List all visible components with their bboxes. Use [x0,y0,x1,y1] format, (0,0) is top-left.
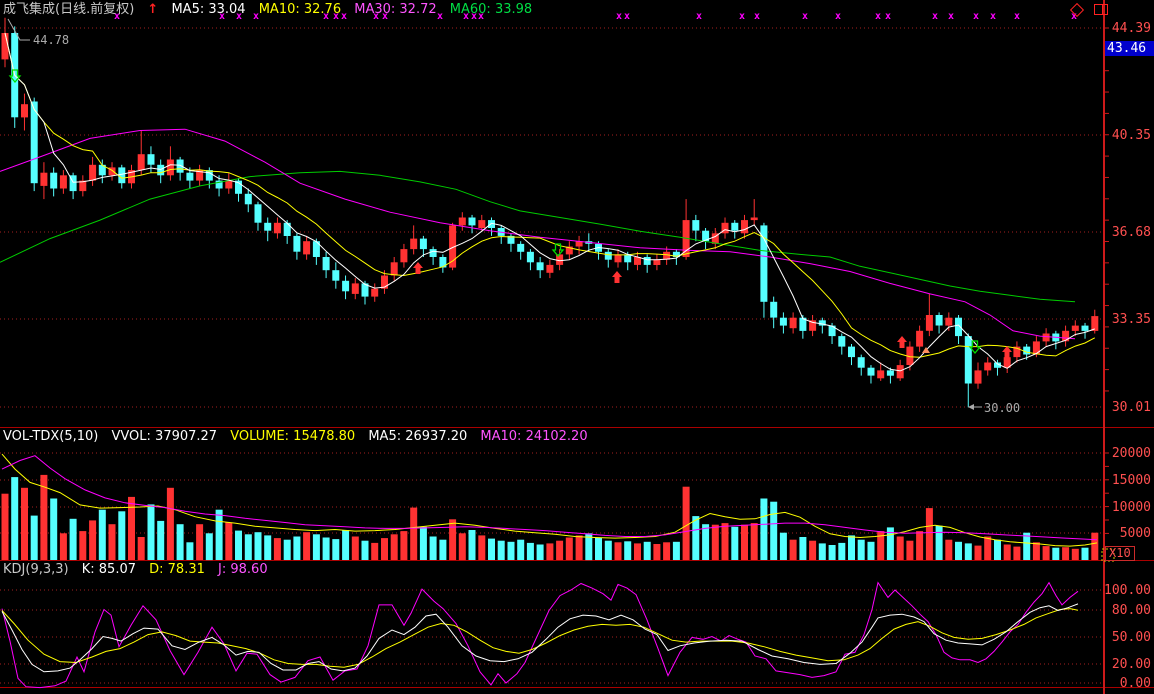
kdj-k-value: K: 85.07 [81,562,136,577]
price-up-arrow-icon: ↑ [147,2,159,17]
ma-lines [0,32,1096,372]
svg-text:x: x [932,11,938,22]
svg-text:15000: 15000 [1112,473,1151,488]
svg-text:5000: 5000 [1120,526,1151,541]
svg-text:36.68: 36.68 [1112,225,1151,240]
svg-text:x: x [948,11,954,22]
svg-text:0.00: 0.00 [1120,676,1151,691]
kdj-pane-header: KDJ(9,3,3) K: 85.07 D: 78.31 J: 98.60 [3,562,277,577]
svg-text:30.01: 30.01 [1112,400,1151,415]
volume-bars [1,474,1099,561]
current-price-tag: 43.46 [1105,41,1154,56]
candlesticks [1,17,1099,408]
ma60-value: MA60: 33.98 [449,2,533,17]
svg-text:x: x [478,11,484,22]
svg-text:x: x [616,11,622,22]
svg-text:x: x [802,11,808,22]
svg-text:x: x [739,11,745,22]
stock-title: 成飞集成(日线.前复权) [3,2,135,17]
volume-value: VOLUME: 15478.80 [230,429,356,444]
axis-labels: 44.39 40.35 36.68 33.35 30.01 20000 15000 10000… [1104,21,1151,691]
volume-ma-lines [1,453,1098,547]
vol-ma10-value: MA10: 24102.20 [480,429,588,444]
svg-text:x: x [323,11,329,22]
svg-text:x: x [973,11,979,22]
svg-text:x: x [875,11,881,22]
svg-text:10000: 10000 [1112,500,1151,515]
kdj-d-value: D: 78.31 [149,562,205,577]
svg-text:x: x [1071,11,1077,22]
svg-text:x: x [236,11,242,22]
svg-text:x: x [382,11,388,22]
svg-text:x: x [885,11,891,22]
svg-text:x: x [114,11,120,22]
svg-text:x: x [463,11,469,22]
svg-text:44.78: 44.78 [33,33,69,47]
ma5-value: MA5: 33.04 [171,2,246,17]
window-corner-icons [1069,2,1109,18]
svg-text:x: x [624,11,630,22]
vol-ma5-value: MA5: 26937.20 [368,429,468,444]
svg-text:20.00: 20.00 [1112,657,1151,672]
annotations: 44.78 30.00 [7,18,1020,415]
svg-text:30.00: 30.00 [984,401,1020,415]
ma10-value: MA10: 32.76 [258,2,342,17]
kdj-indicator-name: KDJ(9,3,3) [3,562,69,577]
volume-cursor-box [1101,548,1115,562]
kdj-j-value: J: 98.60 [218,562,268,577]
svg-text:x: x [373,11,379,22]
svg-text:x: x [219,11,225,22]
svg-text:50.00: 50.00 [1112,630,1151,645]
svg-text:44.39: 44.39 [1112,21,1151,36]
gridlines [0,27,1103,684]
diamond-icon[interactable] [1069,2,1085,18]
svg-text:x: x [253,11,259,22]
svg-text:x: x [471,11,477,22]
volume-pane-header: VOL-TDX(5,10) VVOL: 37907.27 VOLUME: 154… [3,429,597,444]
svg-text:x: x [437,11,443,22]
svg-text:x: x [1014,11,1020,22]
kdj-lines [1,581,1079,689]
vvol-value: VVOL: 37907.27 [111,429,218,444]
svg-text:x: x [990,11,996,22]
svg-text:80.00: 80.00 [1112,603,1151,618]
svg-text:x: x [754,11,760,22]
svg-text:x: x [696,11,702,22]
svg-text:33.35: 33.35 [1112,312,1151,327]
ma30-value: MA30: 32.72 [354,2,437,17]
svg-text:100.00: 100.00 [1104,583,1151,598]
svg-text:x: x [333,11,339,22]
svg-text:20000: 20000 [1112,446,1151,461]
svg-text:x: x [835,11,841,22]
svg-text:40.35: 40.35 [1112,128,1151,143]
volume-indicator-name: VOL-TDX(5,10) [3,429,99,444]
main-chart-header: 成飞集成(日线.前复权) ↑ MA5: 33.04 MA10: 32.76 MA… [3,2,541,17]
volume-multiplier-badge: X10 [1105,546,1135,561]
signal-markers [8,69,1012,358]
restore-window-icon[interactable] [1094,4,1109,15]
svg-text:x: x [341,11,347,22]
